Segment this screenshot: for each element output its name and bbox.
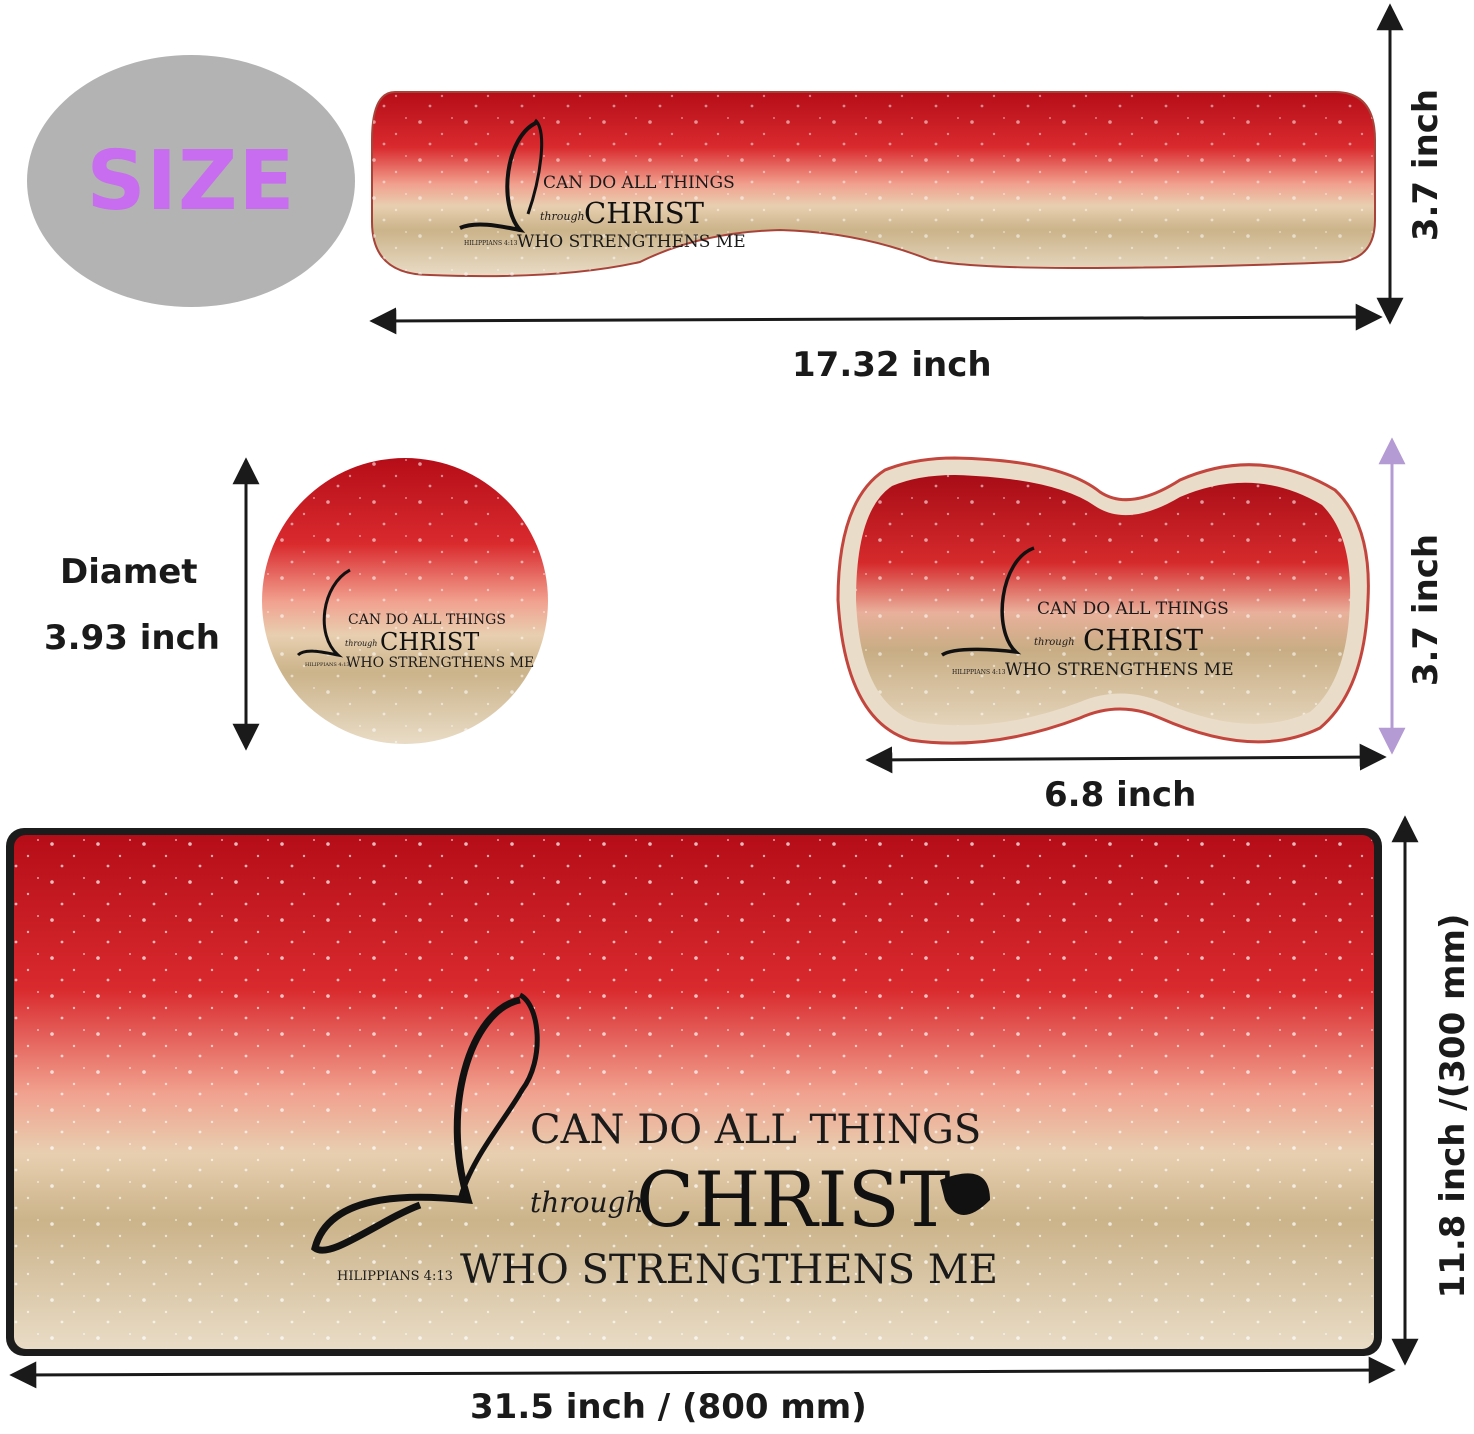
coaster-reference: HILIPPIANS 4:13 [305,662,350,668]
coaster-line3: WHO STRENGTHENS ME [346,655,534,671]
coaster-diameter-label: Diamet [60,552,198,592]
coaster-diameter-value: 3.93 inch [44,618,220,658]
desk-mat-width-label: 31.5 inch / (800 mm) [470,1387,867,1427]
mouse-rest-width-arrow [865,743,1387,774]
wrist-rest-design [459,118,544,233]
desk-mat-line1: CAN DO ALL THINGS [530,1107,981,1153]
mouse-rest-reference: HILIPPIANS 4:13 [952,669,1006,676]
wrist-rest-reference: HILIPPIANS 4:13 [464,240,518,247]
wrist-rest-through: through [540,210,585,223]
mouse-rest-width-label: 6.8 inch [1044,775,1197,815]
wrist-rest-christ: CHRIST [584,196,705,230]
mouse-wrist-rest [836,456,1370,745]
desk-mat-reference: HILIPPIANS 4:13 [337,1269,453,1284]
desk-mat-line3: WHO STRENGTHENS ME [460,1247,998,1293]
mouse-rest-christ: CHRIST [1083,623,1204,657]
keyboard-wrist-rest [371,91,1376,278]
size-badge-label: SIZE [86,133,296,229]
wrist-rest-height-label: 3.7 inch [1406,88,1446,242]
desk-mat-width-arrow [9,1356,1396,1389]
wrist-rest-line1: CAN DO ALL THINGS [543,173,735,193]
coaster-christ: CHRIST [380,628,479,656]
desk-mat-height-label: 11.8 inch /(300 mm) [1433,913,1473,1299]
mouse-rest-line1: CAN DO ALL THINGS [1037,599,1229,619]
wrist-rest-line3: WHO STRENGTHENS ME [517,232,746,252]
desk-mat-christ: CHRIST [636,1155,950,1244]
coaster-line1: CAN DO ALL THINGS [348,612,506,628]
size-badge: SIZE [27,55,355,307]
wrist-rest-width-arrow [369,303,1383,335]
desk-mat-through: through [530,1186,644,1219]
mouse-rest-height-label: 3.7 inch [1406,533,1446,687]
round-coaster [262,458,548,744]
wrist-rest-width-label: 17.32 inch [792,345,992,385]
desk-mat [6,828,1382,1356]
mouse-rest-line3: WHO STRENGTHENS ME [1005,660,1234,680]
mouse-rest-through: through [1034,637,1075,648]
coaster-through: through [345,639,377,648]
